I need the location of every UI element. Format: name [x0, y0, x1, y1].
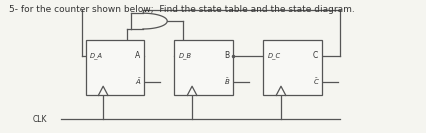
Text: B: B [223, 51, 228, 60]
Text: C: C [312, 51, 317, 60]
Text: $\bar{A}$: $\bar{A}$ [135, 76, 141, 87]
Text: D_B: D_B [178, 52, 191, 59]
PathPatch shape [130, 13, 167, 29]
Bar [174, 40, 233, 95]
Text: $\bar{B}$: $\bar{B}$ [224, 76, 230, 87]
Text: D_C: D_C [267, 52, 280, 59]
Text: $\bar{C}$: $\bar{C}$ [312, 76, 319, 87]
Bar [263, 40, 321, 95]
Text: 5- for the counter shown below;  Find the state table and the state diagram.: 5- for the counter shown below; Find the… [9, 5, 354, 14]
Text: D_A: D_A [89, 52, 102, 59]
Text: CLK: CLK [33, 115, 47, 124]
Bar [85, 40, 144, 95]
Text: A: A [135, 51, 140, 60]
